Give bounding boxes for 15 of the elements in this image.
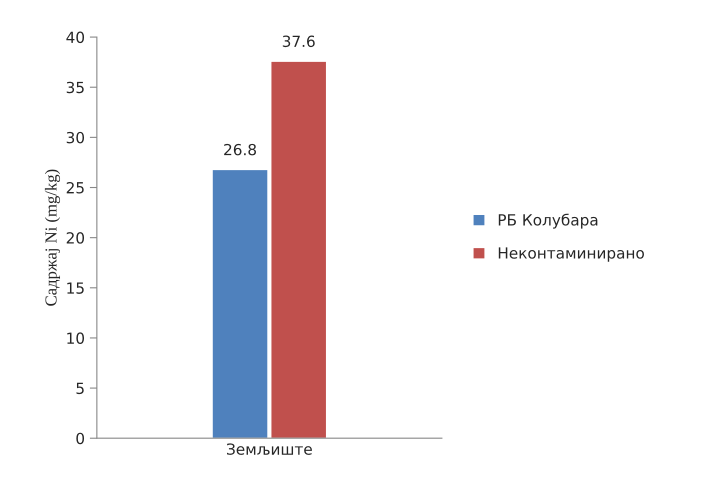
y-tick-label: 20 <box>66 232 84 244</box>
y-tick-label: 10 <box>67 332 84 344</box>
y-tick-label: 25 <box>66 182 84 194</box>
legend-label: РБ Колубара <box>498 214 598 229</box>
y-tick-label: 40 <box>66 32 84 44</box>
data-label: 37.6 <box>282 36 315 48</box>
y-tick-label: 0 <box>76 432 84 444</box>
y-tick-label: 5 <box>76 382 84 394</box>
y-axis-title: Садржај Ni (mg/kg) <box>44 170 60 306</box>
data-label: 26.8 <box>224 144 256 156</box>
y-tick-label: 15 <box>67 282 84 294</box>
x-tick-label: Земљиште <box>227 443 312 455</box>
legend-label: Неконтаминирано <box>498 247 644 262</box>
y-tick-label: 30 <box>66 132 84 144</box>
y-tick-label: 35 <box>66 82 84 94</box>
